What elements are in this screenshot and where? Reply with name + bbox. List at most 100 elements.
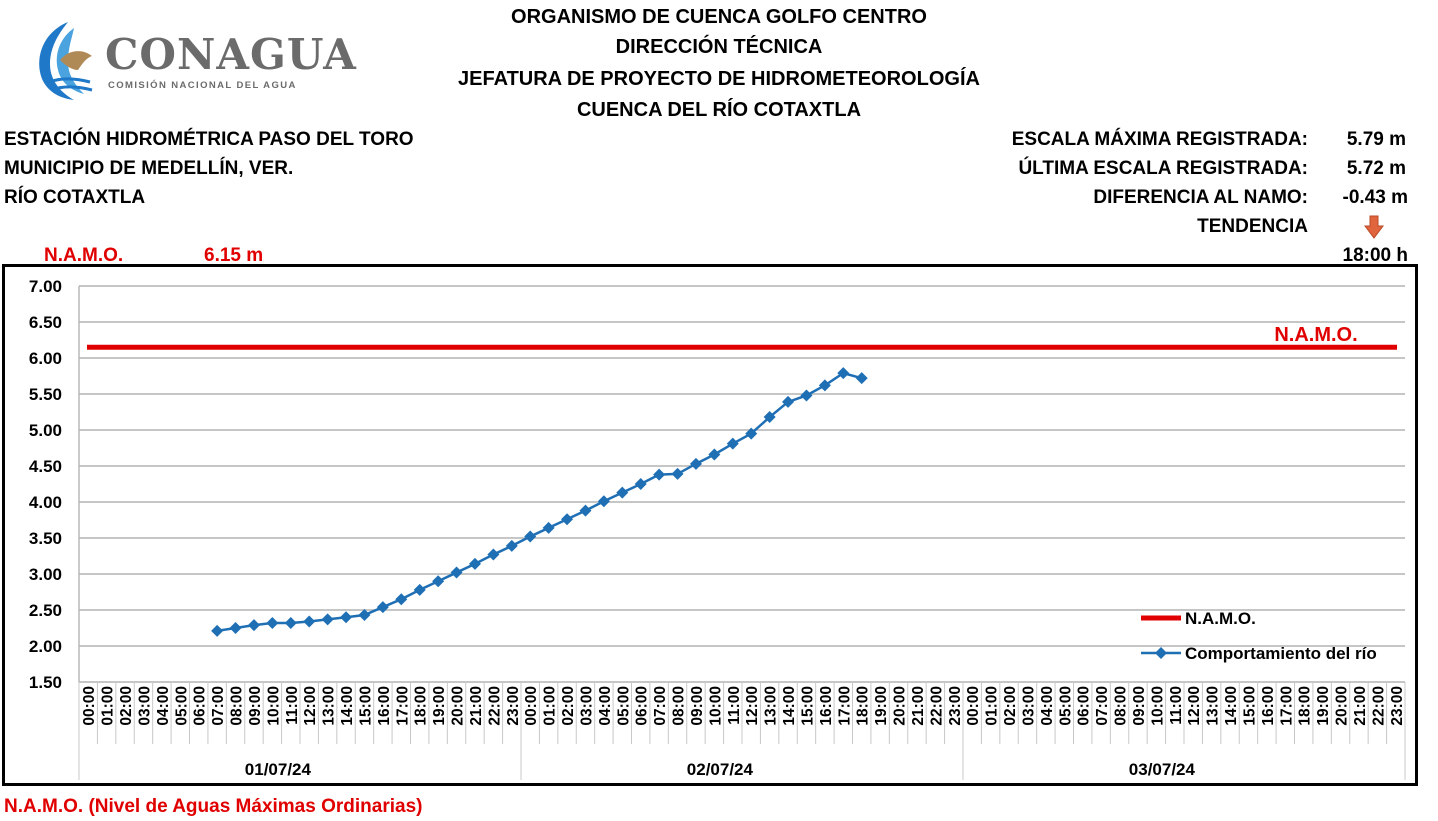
logo-subtitle: COMISIÓN NACIONAL DEL AGUA — [108, 80, 297, 91]
x-tick-label: 13:00 — [1205, 686, 1222, 726]
x-tick-label: 14:00 — [339, 686, 356, 726]
x-tick-label: 13:00 — [763, 686, 780, 726]
x-tick-label: 12:00 — [744, 686, 761, 726]
river-data-point — [818, 379, 831, 392]
namo-footnote: N.A.M.O. (Nivel de Aguas Máximas Ordinar… — [4, 796, 423, 817]
x-tick-label: 18:00 — [1297, 686, 1314, 726]
y-tick-label: 2.00 — [29, 637, 62, 656]
x-tick-label: 07:00 — [1094, 686, 1111, 726]
x-tick-label: 15:00 — [357, 686, 374, 726]
max-scale-label: ESCALA MÁXIMA REGISTRADA: — [1011, 129, 1308, 150]
x-tick-label: 04:00 — [1039, 686, 1056, 726]
river-data-point — [708, 448, 721, 461]
x-tick-label: 18:00 — [855, 686, 872, 726]
y-tick-label: 3.00 — [29, 565, 62, 584]
x-tick-label: 21:00 — [910, 686, 927, 726]
x-tick-label: 13:00 — [321, 686, 338, 726]
x-tick-label: 10:00 — [265, 686, 282, 726]
x-tick-label: 21:00 — [468, 686, 485, 726]
x-tick-label: 02:00 — [118, 686, 135, 726]
river-data-point — [487, 548, 500, 561]
header-basin: CUENCA DEL RÍO COTAXTLA — [576, 99, 862, 121]
x-tick-label: 06:00 — [192, 686, 209, 726]
x-tick-label: 04:00 — [597, 686, 614, 726]
x-tick-label: 12:00 — [302, 686, 319, 726]
river-data-point — [579, 504, 592, 517]
river-data-point — [726, 437, 739, 450]
x-day-label: 03/07/24 — [1129, 760, 1196, 779]
y-tick-label: 3.50 — [29, 529, 62, 548]
x-tick-label: 05:00 — [615, 686, 632, 726]
x-tick-label: 08:00 — [671, 686, 688, 726]
x-tick-label: 10:00 — [707, 686, 724, 726]
river-data-point — [247, 619, 260, 632]
x-tick-label: 15:00 — [1241, 686, 1258, 726]
namo-line-label: N.A.M.O. — [1274, 324, 1357, 346]
arrow-down-icon — [1364, 215, 1384, 239]
x-tick-label: 12:00 — [1186, 686, 1203, 726]
river-data-point — [303, 615, 316, 628]
river-data-point — [229, 622, 242, 634]
x-tick-label: 01:00 — [984, 686, 1001, 726]
river-data-point — [211, 624, 224, 637]
y-tick-label: 5.50 — [29, 385, 62, 404]
last-scale-value: 5.72 m — [1346, 158, 1406, 179]
x-tick-label: 09:00 — [1131, 686, 1148, 726]
river-data-point — [597, 495, 610, 508]
river-data-point — [468, 557, 481, 570]
x-tick-label: 08:00 — [1113, 686, 1130, 726]
y-tick-label: 4.50 — [29, 457, 62, 476]
river-data-point — [321, 613, 334, 626]
x-tick-label: 16:00 — [818, 686, 835, 726]
last-scale-label: ÚLTIMA ESCALA REGISTRADA: — [1018, 158, 1308, 179]
y-tick-label: 6.00 — [29, 349, 62, 368]
x-tick-label: 11:00 — [1168, 686, 1185, 725]
river-data-point — [689, 457, 702, 470]
x-tick-label: 03:00 — [1020, 686, 1037, 726]
x-tick-label: 09:00 — [247, 686, 264, 726]
x-tick-label: 10:00 — [1149, 686, 1166, 726]
x-tick-label: 14:00 — [781, 686, 798, 726]
x-tick-label: 05:00 — [1057, 686, 1074, 726]
namo-value: 6.15 m — [204, 245, 264, 266]
river-data-point — [395, 593, 408, 606]
x-tick-label: 23:00 — [505, 686, 522, 726]
x-tick-label: 22:00 — [928, 686, 945, 726]
river-data-point — [376, 601, 389, 614]
river-data-point — [340, 611, 353, 624]
river-data-point — [505, 539, 518, 552]
river-data-point — [542, 521, 555, 534]
namo-label: N.A.M.O. — [44, 245, 124, 266]
x-tick-label: 00:00 — [523, 686, 540, 726]
logo-wordmark: CONAGUA — [105, 30, 357, 79]
x-tick-label: 06:00 — [634, 686, 651, 726]
x-tick-label: 16:00 — [376, 686, 393, 726]
x-tick-label: 16:00 — [1260, 686, 1277, 726]
x-tick-label: 02:00 — [560, 686, 577, 726]
x-tick-label: 11:00 — [284, 686, 301, 725]
x-tick-label: 00:00 — [81, 686, 98, 726]
river-data-point — [782, 395, 795, 408]
river-data-point — [653, 468, 666, 481]
x-tick-label: 04:00 — [155, 686, 172, 726]
x-tick-label: 17:00 — [1278, 686, 1295, 726]
report-time: 18:00 h — [1342, 245, 1408, 266]
x-tick-label: 06:00 — [1076, 686, 1093, 726]
x-tick-label: 07:00 — [210, 686, 227, 726]
river-data-point — [671, 467, 684, 480]
x-tick-label: 23:00 — [947, 686, 964, 726]
river-data-point — [837, 367, 850, 380]
legend-namo-label: N.A.M.O. — [1185, 609, 1256, 628]
station-river: RÍO COTAXTLA — [4, 187, 146, 208]
river-data-point — [561, 513, 574, 526]
x-day-label: 01/07/24 — [245, 760, 312, 779]
trend-label: TENDENCIA — [1197, 216, 1308, 237]
x-tick-label: 08:00 — [229, 686, 246, 726]
river-data-point — [432, 575, 445, 588]
y-tick-label: 6.50 — [29, 313, 62, 332]
x-tick-label: 21:00 — [1352, 686, 1369, 726]
x-tick-label: 03:00 — [578, 686, 595, 726]
y-tick-label: 1.50 — [29, 673, 62, 692]
namo-difference-label: DIFERENCIA AL NAMO: — [1093, 187, 1308, 208]
x-tick-label: 02:00 — [1002, 686, 1019, 726]
